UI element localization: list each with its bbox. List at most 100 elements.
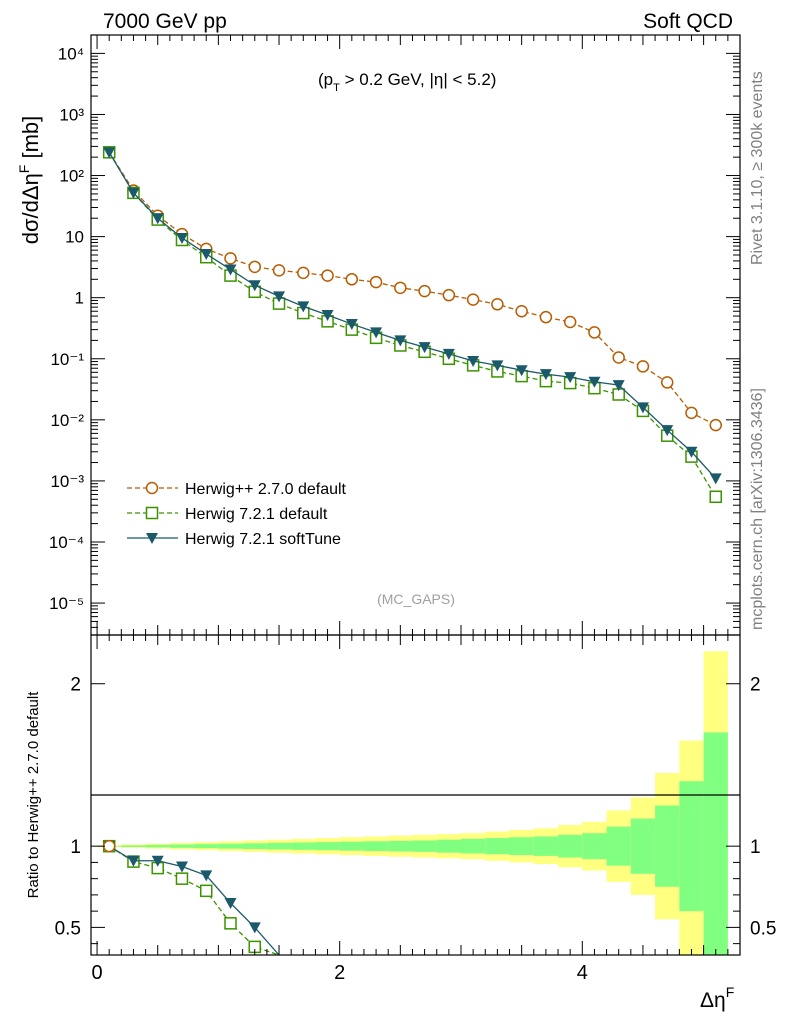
band-inner [363,841,389,852]
legend: Herwig++ 2.7.0 default Herwig 7.2.1 defa… [127,481,347,548]
band-inner [558,834,583,858]
data-point-triangle [248,280,261,292]
band-inner [679,781,704,912]
data-point-triangle [175,232,188,244]
series-0 [102,146,722,432]
data-point-triangle [442,348,455,360]
data-point-circle [660,376,674,389]
y-tick-label: 10² [59,167,84,186]
ratio-ref-point [102,839,116,853]
data-point-triangle [685,446,698,458]
ratio-y-axis-label: Ratio to Herwig++ 2.7.0 default [25,691,42,899]
y-tick-label: 10⁴ [58,44,84,63]
main-y-axis-label: dσ/dΔηF [mb] [16,116,43,245]
ratio-bands [97,651,728,955]
ratio-series-1 [103,841,280,956]
band-inner [315,842,340,851]
ratio-axis-ticks [91,635,740,955]
data-point-triangle [588,376,601,388]
band-inner [655,805,680,887]
data-point-square [709,490,722,504]
data-point-circle [224,252,237,265]
band-inner [388,840,413,852]
analysis-label: (MC_GAPS) [377,591,455,607]
data-point-circle [588,326,601,339]
data-point-triangle [709,473,722,485]
series-line [108,151,717,498]
band-inner [606,826,631,866]
data-point-triangle [248,922,261,934]
data-point-circle [612,351,625,364]
data-point-circle [466,293,480,306]
data-point-triangle [636,402,649,414]
series-2 [103,147,722,485]
legend-marker-square [145,506,159,520]
data-point-triangle [297,301,310,313]
data-point-triangle [127,855,140,867]
ratio-y-tick-label-left: 1 [70,837,81,858]
series-line [108,151,717,426]
data-point-triangle [370,327,383,339]
rivet-label: Rivet 3.1.10, ≥ 300k events [749,71,766,265]
data-point-triangle [224,264,237,276]
data-point-triangle [612,380,625,392]
data-point-circle [491,298,504,311]
data-point-triangle [661,425,674,437]
band-inner [412,840,437,852]
data-point-triangle [224,898,237,910]
ratio-series-group [102,839,280,956]
y-tick-label: 10⁻⁵ [49,594,84,613]
series-1 [102,146,722,504]
legend-entry-herwig721: Herwig 7.2.1 default [127,506,328,523]
ratio-panel: 0.5 0.5 1 1 2 2 0 2 4 [55,634,777,984]
y-tick-label: 10⁻³ [50,472,84,491]
data-point-circle [369,275,383,289]
band-inner [436,839,461,853]
reference-label: mcplots.cern.ch [arXiv:1306.3436] [749,388,766,630]
main-axis-ticks [91,34,740,636]
data-point-triangle [200,248,213,260]
data-point-triangle [175,861,188,873]
data-point-triangle [273,291,286,303]
y-tick-label: 10⁻² [50,411,84,430]
band-inner [630,818,656,874]
x-tick-label: 2 [334,962,345,984]
band-inner [194,844,219,849]
ratio-y-tick-label-left: 2 [70,675,81,696]
data-point-triangle [564,372,577,384]
band-inner [339,841,364,851]
data-point-circle [321,269,334,282]
x-tick-label: 0 [92,962,103,984]
data-point-circle [709,418,722,432]
main-series-group [102,146,722,504]
main-panel: 10⁻⁵ 10⁻⁴ 10⁻³ 10⁻² 10⁻¹ 1 10 10² 10³ 10⁴ [49,34,741,636]
band-inner [703,732,728,955]
y-tick-label: 10 [65,228,84,247]
main-y-tick-labels: 10⁻⁵ 10⁻⁴ 10⁻³ 10⁻² 10⁻¹ 1 10 10² 10³ 10⁴ [49,44,85,613]
x-tick-label: 4 [577,962,588,984]
y-tick-label: 10⁻⁴ [49,533,84,552]
data-point-triangle [151,213,164,225]
y-tick-label: 10⁻¹ [50,350,84,369]
ratio-frame [90,634,741,956]
ratio-y-tick-label-left: 0.5 [55,918,81,939]
x-axis-label: ΔηF [700,984,734,1012]
band-inner [145,844,170,848]
band-inner [169,844,195,848]
legend-label-softtune: Herwig 7.2.1 softTune [185,531,341,548]
legend-entry-herwigpp: Herwig++ 2.7.0 default [127,481,347,498]
header-left: 7000 GeV pp [103,10,227,33]
y-tick-label: 1 [75,289,84,308]
data-point-circle [297,266,310,280]
band-inner [242,843,267,850]
ratio-y-tick-label-right: 0.5 [750,918,776,939]
ratio-y-tick-label-right: 2 [750,675,761,696]
band-inner [121,845,146,847]
legend-label-herwig721: Herwig 7.2.1 default [185,506,328,523]
ratio-tick-labels: 0.5 0.5 1 1 2 2 0 2 4 [55,675,777,984]
data-point-triangle [127,187,140,199]
data-point-circle [345,273,359,286]
data-point-triangle [515,365,528,377]
data-point-triangle [539,369,552,381]
data-point-triangle [345,319,358,331]
